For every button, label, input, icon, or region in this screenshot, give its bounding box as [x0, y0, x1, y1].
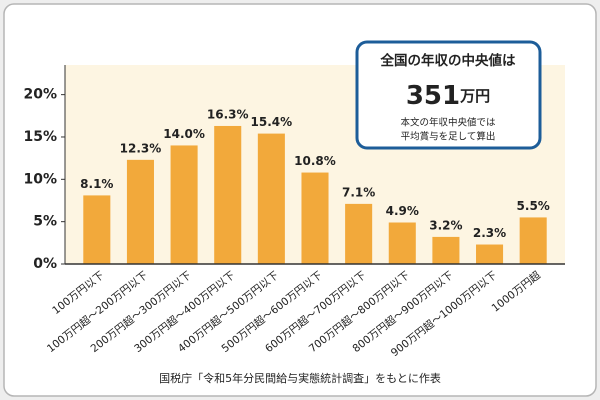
value-label: 16.3% [207, 107, 249, 121]
bar [301, 172, 329, 264]
y-tick-label: 15% [23, 129, 57, 145]
value-label: 5.5% [517, 199, 550, 213]
value-label: 15.4% [251, 115, 293, 129]
y-tick-label: 20% [23, 87, 57, 103]
callout-box [355, 40, 542, 150]
bar [126, 159, 154, 264]
bar [83, 195, 111, 264]
value-label: 3.2% [429, 218, 462, 232]
bar [257, 133, 285, 264]
bar [476, 244, 504, 264]
bar [345, 203, 373, 264]
value-label: 12.3% [120, 141, 162, 155]
callout-note: 平均賞与を足して算出 [401, 131, 496, 143]
callout-note: 本文の年収中央値では [400, 117, 496, 129]
source: 国税庁「令和5年分民間給与実態統計調査」をもとに作表 [159, 371, 441, 385]
callout-unit: 万円 [459, 87, 490, 105]
bar [519, 217, 547, 264]
value-label: 8.1% [80, 177, 113, 191]
bar [388, 222, 416, 264]
value-label: 4.9% [386, 204, 419, 218]
y-tick-label: 0% [33, 256, 57, 272]
callout-number: 351 [406, 81, 460, 111]
value-label: 10.8% [294, 154, 336, 168]
value-label: 14.0% [163, 127, 205, 141]
y-tick-label: 10% [23, 171, 57, 187]
y-tick-label: 5% [33, 214, 57, 230]
callout-value: 351万円 [406, 81, 490, 111]
bar [170, 145, 198, 264]
bar [214, 125, 242, 264]
value-label: 2.3% [473, 226, 506, 240]
callout-title: 全国の年収の中央値は [380, 52, 516, 69]
bar [432, 236, 460, 264]
value-label: 7.1% [342, 185, 375, 199]
